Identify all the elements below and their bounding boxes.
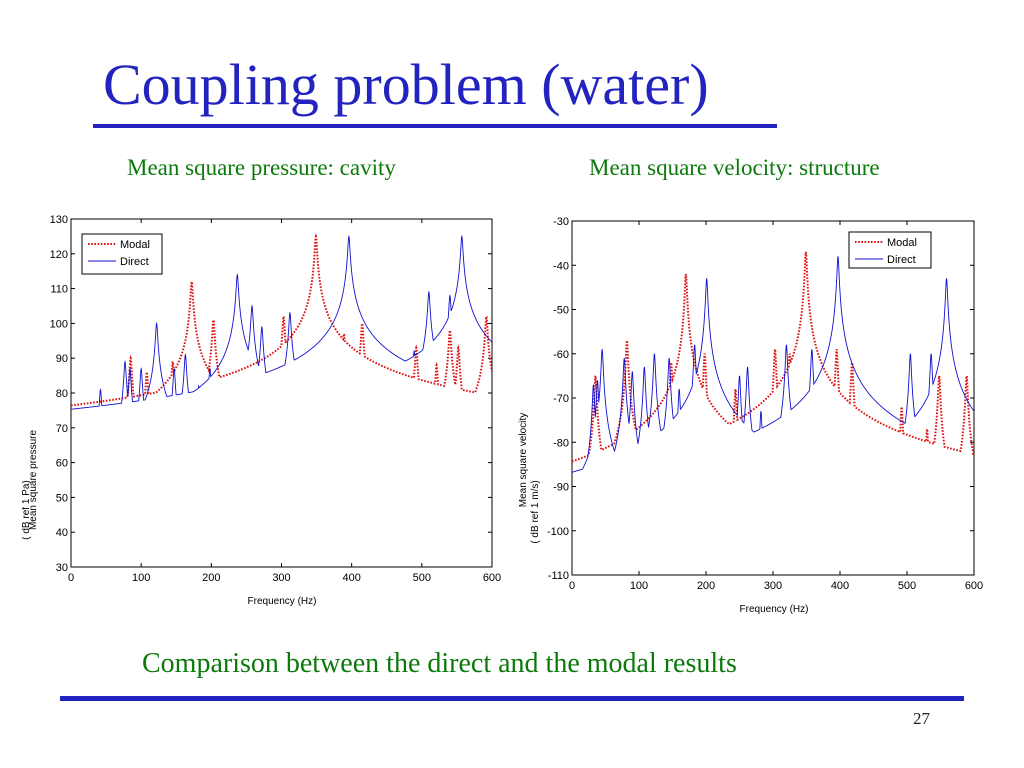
x-tick-label: 500	[413, 572, 431, 584]
legend-direct-label: Direct	[887, 254, 916, 266]
legend-box	[848, 231, 932, 269]
velocity-chart: -110 -100 -90 -80 -70 -60 -50 -40 -30 0 100 200 300 4…	[518, 216, 983, 615]
x-axis-label: Frequency (Hz)	[248, 596, 317, 607]
legend-direct-label: Direct	[120, 256, 149, 268]
y-tick-label: -30	[553, 216, 569, 228]
x-tick-label: 300	[764, 580, 782, 592]
y-tick-label: -70	[553, 393, 569, 405]
x-tick-label: 0	[569, 580, 575, 592]
y-tick-label: 80	[56, 388, 68, 400]
pressure-chart: 30 40 50 60 70 80 90 100 110 120 130 0 100 200 300 400 5…	[22, 214, 501, 607]
series-direct-line	[572, 256, 974, 473]
y-tick-label: 90	[56, 353, 68, 365]
y-tick-label: -80	[553, 437, 569, 449]
x-tick-label: 600	[965, 580, 983, 592]
y-axis-units: ( dB ref 1 m/s)	[530, 480, 541, 543]
y-axis-label: Mean square pressure	[28, 430, 39, 530]
y-tick-label: 50	[56, 492, 68, 504]
comparison-caption: Comparison between the direct and the mo…	[142, 648, 737, 679]
y-tick-label: -40	[553, 260, 569, 272]
legend-box	[81, 233, 163, 275]
legend-modal-label: Modal	[887, 237, 917, 249]
series-modal-line	[71, 233, 492, 407]
x-tick-label: 400	[831, 580, 849, 592]
subtitle-left: Mean square pressure: cavity	[127, 155, 396, 180]
x-tick-label: 200	[697, 580, 715, 592]
y-tick-label: 100	[50, 318, 68, 330]
y-tick-label: -90	[553, 482, 569, 494]
plot-frame	[571, 220, 975, 576]
subtitle-right: Mean square velocity: structure	[589, 155, 880, 180]
y-tick-label: -50	[553, 305, 569, 317]
legend-modal-label: Modal	[120, 239, 150, 251]
x-tick-label: 500	[898, 580, 916, 592]
series-modal-line	[572, 251, 974, 463]
y-tick-label: 120	[50, 249, 68, 261]
y-tick-label: 130	[50, 214, 68, 226]
y-tick-label: -60	[553, 349, 569, 361]
x-axis-label: Frequency (Hz)	[740, 604, 809, 615]
y-tick-label: 60	[56, 458, 68, 470]
y-tick-label: 30	[56, 562, 68, 574]
title-underline	[93, 124, 777, 128]
x-tick-label: 600	[483, 572, 501, 584]
footer-rule	[60, 696, 964, 701]
y-tick-label: -110	[548, 570, 569, 582]
y-axis-units: ( dB ref 1 Pa)	[22, 480, 32, 539]
y-tick-label: 70	[56, 423, 68, 435]
x-tick-label: 0	[68, 572, 74, 584]
plot-frame	[70, 218, 493, 568]
y-axis-label: Mean square velocity	[518, 413, 529, 508]
x-tick-label: 200	[202, 572, 220, 584]
y-tick-label: 110	[50, 284, 68, 296]
series-direct-line	[71, 234, 492, 410]
x-tick-label: 100	[132, 572, 150, 584]
x-tick-label: 400	[342, 572, 360, 584]
x-tick-label: 100	[630, 580, 648, 592]
x-tick-label: 300	[272, 572, 290, 584]
y-tick-label: 40	[56, 527, 68, 539]
y-tick-label: -100	[547, 526, 569, 538]
page-number: 27	[913, 709, 930, 728]
slide-title: Coupling problem (water)	[103, 52, 709, 117]
